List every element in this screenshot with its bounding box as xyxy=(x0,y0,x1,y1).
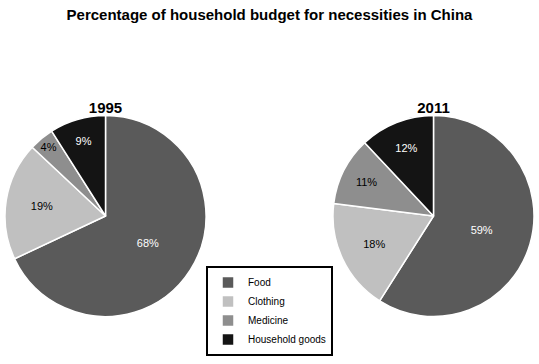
svg-text:18%: 18% xyxy=(363,238,385,250)
svg-text:Clothing: Clothing xyxy=(248,296,285,307)
svg-text:Medicine: Medicine xyxy=(248,315,288,326)
svg-text:19%: 19% xyxy=(31,200,53,212)
svg-text:59%: 59% xyxy=(471,224,493,236)
svg-text:2011: 2011 xyxy=(417,99,450,116)
svg-text:Food: Food xyxy=(248,277,271,288)
svg-text:11%: 11% xyxy=(356,176,377,188)
svg-text:12%: 12% xyxy=(395,142,417,154)
svg-text:68%: 68% xyxy=(137,237,159,249)
svg-text:Percentage of household budget: Percentage of household budget for neces… xyxy=(67,6,474,23)
svg-text:9%: 9% xyxy=(76,135,92,147)
svg-text:Household goods: Household goods xyxy=(248,334,326,345)
svg-text:1995: 1995 xyxy=(89,99,122,116)
svg-text:4%: 4% xyxy=(41,141,57,153)
